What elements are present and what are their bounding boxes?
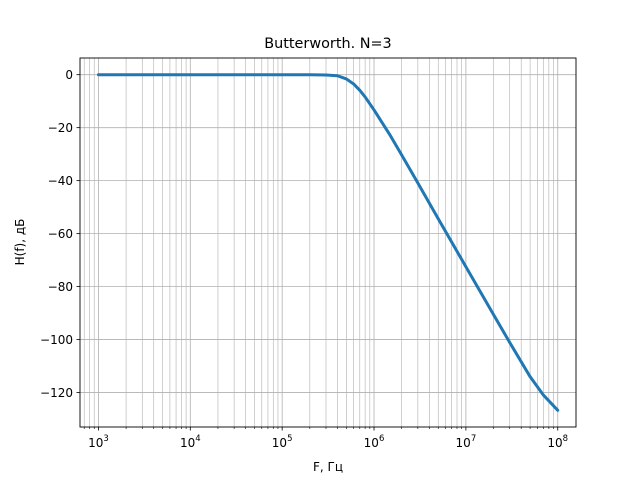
x-tick-label-base: 10 [88, 436, 103, 450]
x-tick-label-exponent: 3 [103, 434, 108, 444]
x-tick-label: 108 [547, 434, 568, 450]
y-tick-label: −100 [40, 333, 73, 347]
y-tick-label: −120 [40, 386, 73, 400]
x-tick-label-exponent: 8 [563, 434, 568, 444]
y-tick-label: −80 [48, 280, 73, 294]
x-axis-label: F, Гц [313, 460, 343, 474]
x-tick-label: 107 [456, 434, 477, 450]
x-tick-label-base: 10 [364, 436, 379, 450]
x-tick-label-base: 10 [456, 436, 471, 450]
axes-frame [79, 57, 577, 428]
y-tick-label: −60 [48, 227, 73, 241]
x-tick-label-base: 10 [180, 436, 195, 450]
y-tick-label: 0 [65, 68, 73, 82]
x-tick-label: 104 [180, 434, 201, 450]
x-tick-label: 105 [272, 434, 293, 450]
series-line [96, 73, 560, 412]
chart-title: Butterworth. N=3 [264, 36, 391, 52]
plot-area [96, 73, 560, 412]
y-axis-label: H(f), дБ [13, 219, 27, 266]
x-tick-label-base: 10 [547, 436, 562, 450]
grid [80, 58, 576, 427]
x-tick-label-exponent: 7 [471, 434, 476, 444]
x-tick-label: 106 [364, 434, 385, 450]
x-tick-label: 103 [88, 434, 109, 450]
y-tick-label: −40 [48, 174, 73, 188]
y-tick-label: −20 [48, 121, 73, 135]
x-tick-label-exponent: 4 [195, 434, 200, 444]
x-tick-label-base: 10 [272, 436, 287, 450]
x-tick-label-exponent: 5 [287, 434, 292, 444]
x-tick-label-exponent: 6 [379, 434, 384, 444]
